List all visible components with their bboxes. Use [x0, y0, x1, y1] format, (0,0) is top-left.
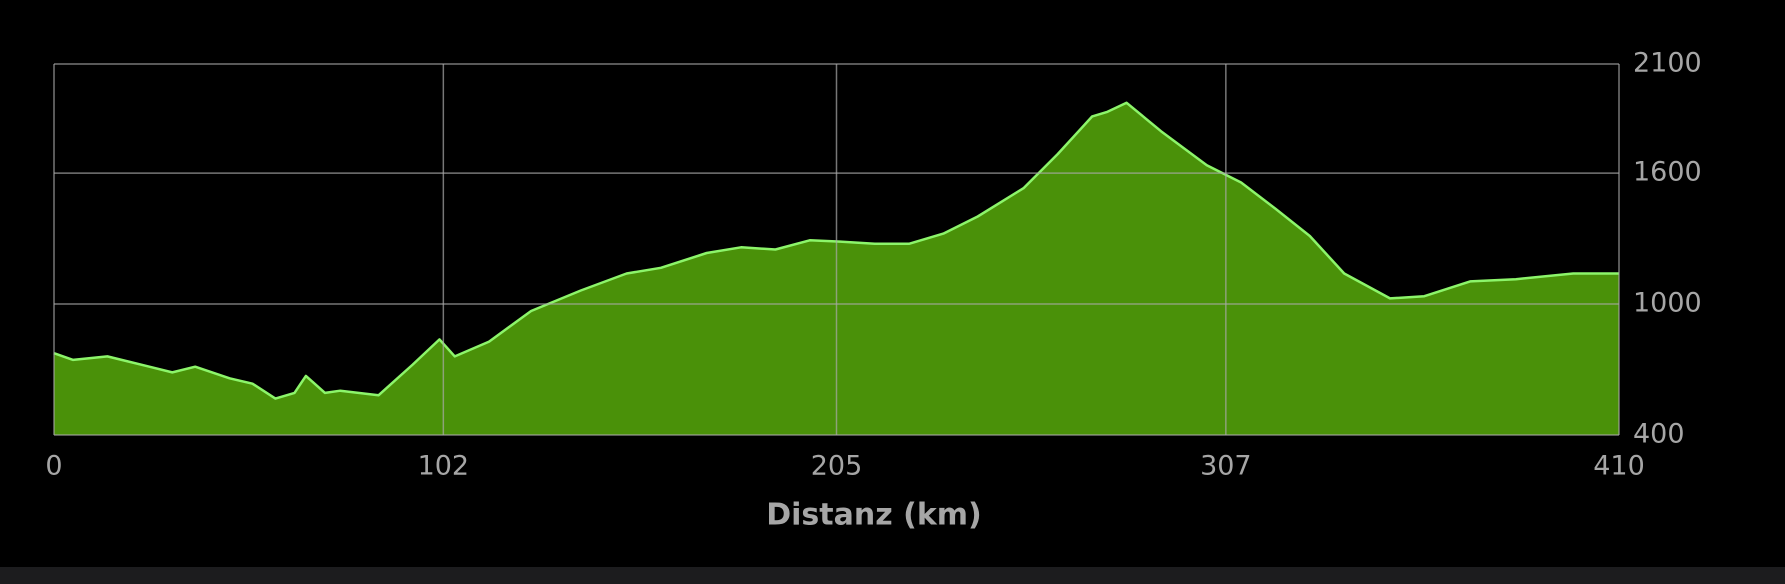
x-tick-label: 0	[45, 451, 62, 482]
x-tick-label: 205	[811, 451, 863, 482]
y-tick-label: 2100	[1633, 48, 1702, 79]
x-tick-label: 102	[418, 451, 470, 482]
bottom-bar	[0, 567, 1785, 584]
x-tick-label: 307	[1200, 451, 1252, 482]
y-tick-label: 400	[1633, 419, 1685, 450]
x-tick-label: 410	[1593, 451, 1645, 482]
x-axis-label: Distanz (km)	[766, 498, 982, 533]
y-tick-label: 1600	[1633, 157, 1702, 188]
y-tick-label: 1000	[1633, 288, 1702, 319]
line	[53, 101, 1619, 400]
